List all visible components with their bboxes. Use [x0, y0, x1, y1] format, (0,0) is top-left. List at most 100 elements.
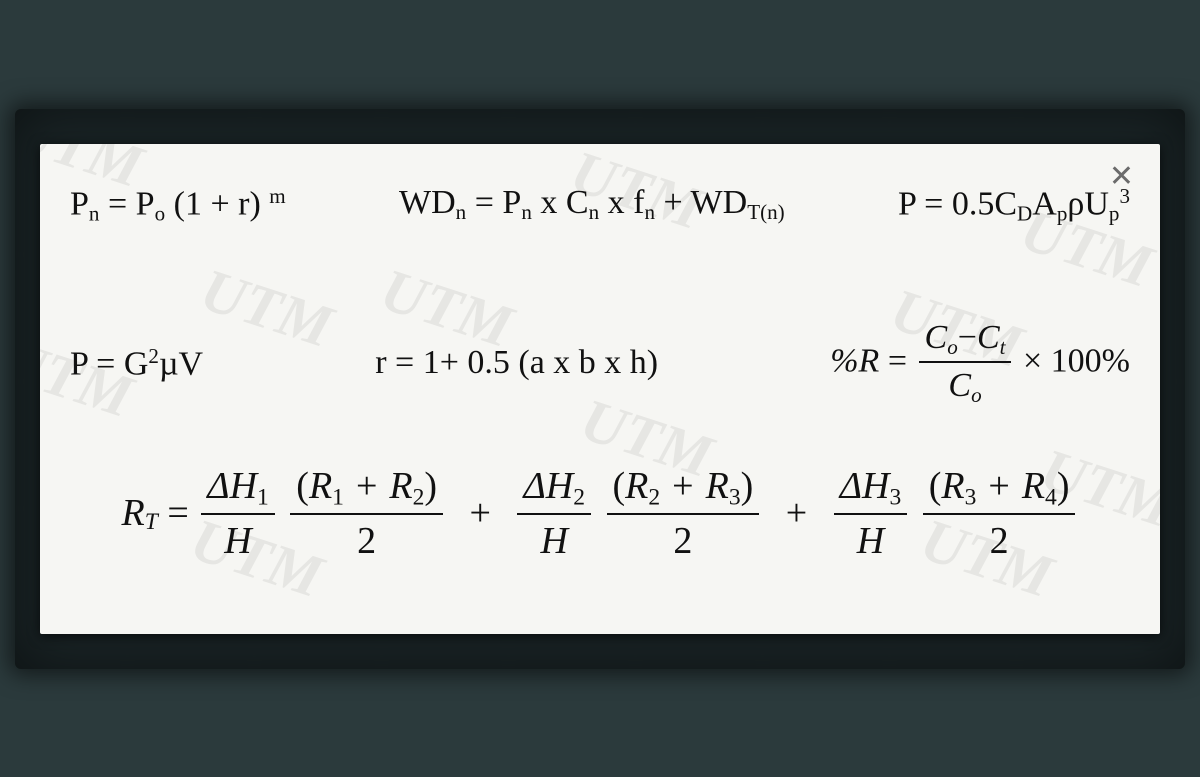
sub: 2 — [573, 484, 585, 510]
txt: %R — [830, 342, 879, 379]
formula-slide: ✕ UTM UTM UTM UTM UTM UTM UTM UTM UTM UT… — [40, 144, 1160, 634]
txt: H — [541, 520, 568, 562]
txt: R — [1022, 465, 1045, 507]
sub: o — [947, 334, 958, 358]
plus-op: + — [456, 491, 505, 535]
txt: − — [958, 319, 977, 356]
sub: 2 — [413, 484, 425, 510]
sub: 4 — [1045, 484, 1057, 510]
fraction: ΔH1 H — [201, 464, 275, 564]
txt: 0.5 — [952, 185, 995, 222]
txt: R — [309, 465, 332, 507]
txt: P — [70, 345, 88, 382]
sub: n — [644, 200, 655, 224]
eq-p-gmuv: P = G2µV — [70, 344, 203, 384]
txt: = — [387, 344, 423, 381]
sub: T — [145, 509, 158, 535]
fraction: (R1+R2) 2 — [290, 464, 443, 564]
txt: R — [389, 465, 412, 507]
txt: + — [356, 465, 377, 507]
txt: f — [633, 184, 644, 221]
txt: C — [925, 319, 948, 356]
sub: n — [589, 200, 600, 224]
sub: 1 — [332, 484, 344, 510]
txt: 2 — [357, 520, 376, 562]
screen-frame: ✕ UTM UTM UTM UTM UTM UTM UTM UTM UTM UT… — [15, 109, 1185, 669]
txt: U — [1084, 185, 1109, 222]
txt: ρ — [1067, 185, 1084, 222]
txt: = — [879, 342, 915, 379]
plus-op: + — [772, 491, 821, 535]
fraction: ΔH3 H — [834, 464, 908, 564]
txt: H — [857, 520, 884, 562]
eq-pn: Pn = Po (1 + r) m — [70, 184, 286, 226]
sub: 3 — [729, 484, 741, 510]
txt: WD — [691, 184, 748, 221]
txt: r — [375, 344, 386, 381]
txt: P — [136, 185, 155, 222]
txt: x — [599, 184, 633, 221]
txt: V — [179, 345, 204, 382]
sub: 1 — [257, 484, 269, 510]
sub: o — [155, 201, 166, 225]
eq-wdn: WDn = Pn x Cn x fn + WDT(n) — [399, 184, 785, 225]
sub: T(n) — [747, 200, 784, 224]
viewport: ✕ UTM UTM UTM UTM UTM UTM UTM UTM UTM UT… — [0, 0, 1200, 777]
txt: ΔH — [207, 465, 257, 507]
sub: p — [1057, 201, 1068, 225]
fraction: Co−Ct Co — [919, 319, 1012, 409]
sup: 2 — [148, 344, 159, 368]
txt: = — [88, 345, 124, 382]
sub: n — [521, 200, 532, 224]
txt: P — [898, 185, 916, 222]
fraction: ΔH2 H — [517, 464, 591, 564]
fraction: (R2+R3) 2 — [607, 464, 760, 564]
txt: C — [994, 185, 1017, 222]
sub: 2 — [648, 484, 660, 510]
txt: = — [916, 185, 952, 222]
txt: R — [706, 465, 729, 507]
txt: R — [122, 491, 145, 535]
txt: = — [99, 185, 135, 222]
sub: t — [1000, 334, 1006, 358]
eq-r: r = 1+ 0.5 (a x b x h) — [375, 344, 658, 382]
txt: = — [167, 491, 188, 535]
txt: G — [124, 345, 149, 382]
sub: 3 — [889, 484, 901, 510]
txt: H — [224, 520, 251, 562]
txt: WD — [399, 184, 456, 221]
txt: 1+ 0.5 (a x b x h) — [423, 344, 658, 381]
sub: n — [89, 201, 100, 225]
formula-row-1: Pn = Po (1 + r) m WDn = Pn x Cn x fn + W… — [70, 184, 1130, 226]
txt: µ — [159, 345, 179, 382]
sub: n — [456, 200, 467, 224]
txt: + — [988, 465, 1009, 507]
txt: + — [672, 465, 693, 507]
txt: A — [1032, 185, 1057, 222]
txt: ΔH — [523, 465, 573, 507]
txt: C — [948, 367, 971, 404]
txt: × 100% — [1023, 342, 1130, 379]
formula-row-2: P = G2µV r = 1+ 0.5 (a x b x h) %R = Co−… — [70, 319, 1130, 409]
eq-percent-r: %R = Co−Ct Co × 100% — [830, 319, 1130, 409]
sub: 3 — [965, 484, 977, 510]
txt: P — [502, 184, 521, 221]
txt: 2 — [990, 520, 1009, 562]
txt: C — [977, 319, 1000, 356]
txt: (1 + r) — [165, 185, 269, 222]
txt: R — [625, 465, 648, 507]
txt: + — [655, 184, 691, 221]
eq-rt: RT = ΔH1 H (R1+R2) 2 + ΔH2 — [122, 464, 1079, 564]
sup: 3 — [1119, 184, 1130, 208]
sub: o — [971, 383, 982, 407]
txt: 2 — [673, 520, 692, 562]
txt: R — [941, 465, 964, 507]
formula-row-3: RT = ΔH1 H (R1+R2) 2 + ΔH2 — [70, 464, 1130, 564]
txt: ΔH — [840, 465, 890, 507]
txt: P — [70, 185, 89, 222]
txt: = — [466, 184, 502, 221]
sub: p — [1109, 201, 1120, 225]
txt: x — [532, 184, 566, 221]
fraction: (R3+R4) 2 — [923, 464, 1076, 564]
sub: D — [1017, 201, 1032, 225]
